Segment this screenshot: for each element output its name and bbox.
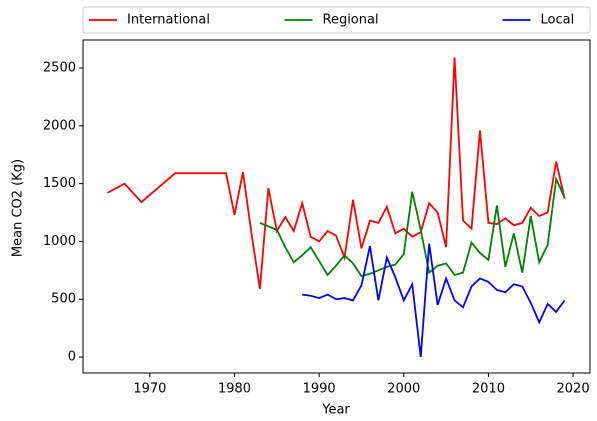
y-tick-label: 2000 [43, 118, 76, 133]
y-tick-label: 2500 [43, 60, 76, 75]
y-tick-label: 0 [68, 350, 76, 365]
legend-box [82, 6, 591, 34]
x-axis-label: Year [321, 403, 350, 418]
x-tick-label: 1980 [218, 382, 251, 397]
y-tick-label: 1500 [43, 176, 76, 191]
x-tick-label: 2020 [557, 382, 590, 397]
x-tick-label: 2010 [472, 382, 505, 397]
y-tick-label: 1000 [43, 234, 76, 249]
legend-label: Regional [323, 13, 379, 28]
series-line [107, 57, 566, 289]
y-tick-label: 500 [51, 292, 76, 307]
plot-frame [82, 39, 591, 374]
x-tick-label: 2000 [387, 382, 420, 397]
series-line [302, 243, 566, 358]
legend-label: Local [541, 13, 575, 28]
y-axis-label: Mean CO2 (Kg) [11, 159, 26, 257]
x-tick-label: 1970 [133, 382, 166, 397]
x-tick-label: 1990 [303, 382, 336, 397]
series-line [259, 175, 566, 278]
legend-label: International [127, 13, 210, 28]
